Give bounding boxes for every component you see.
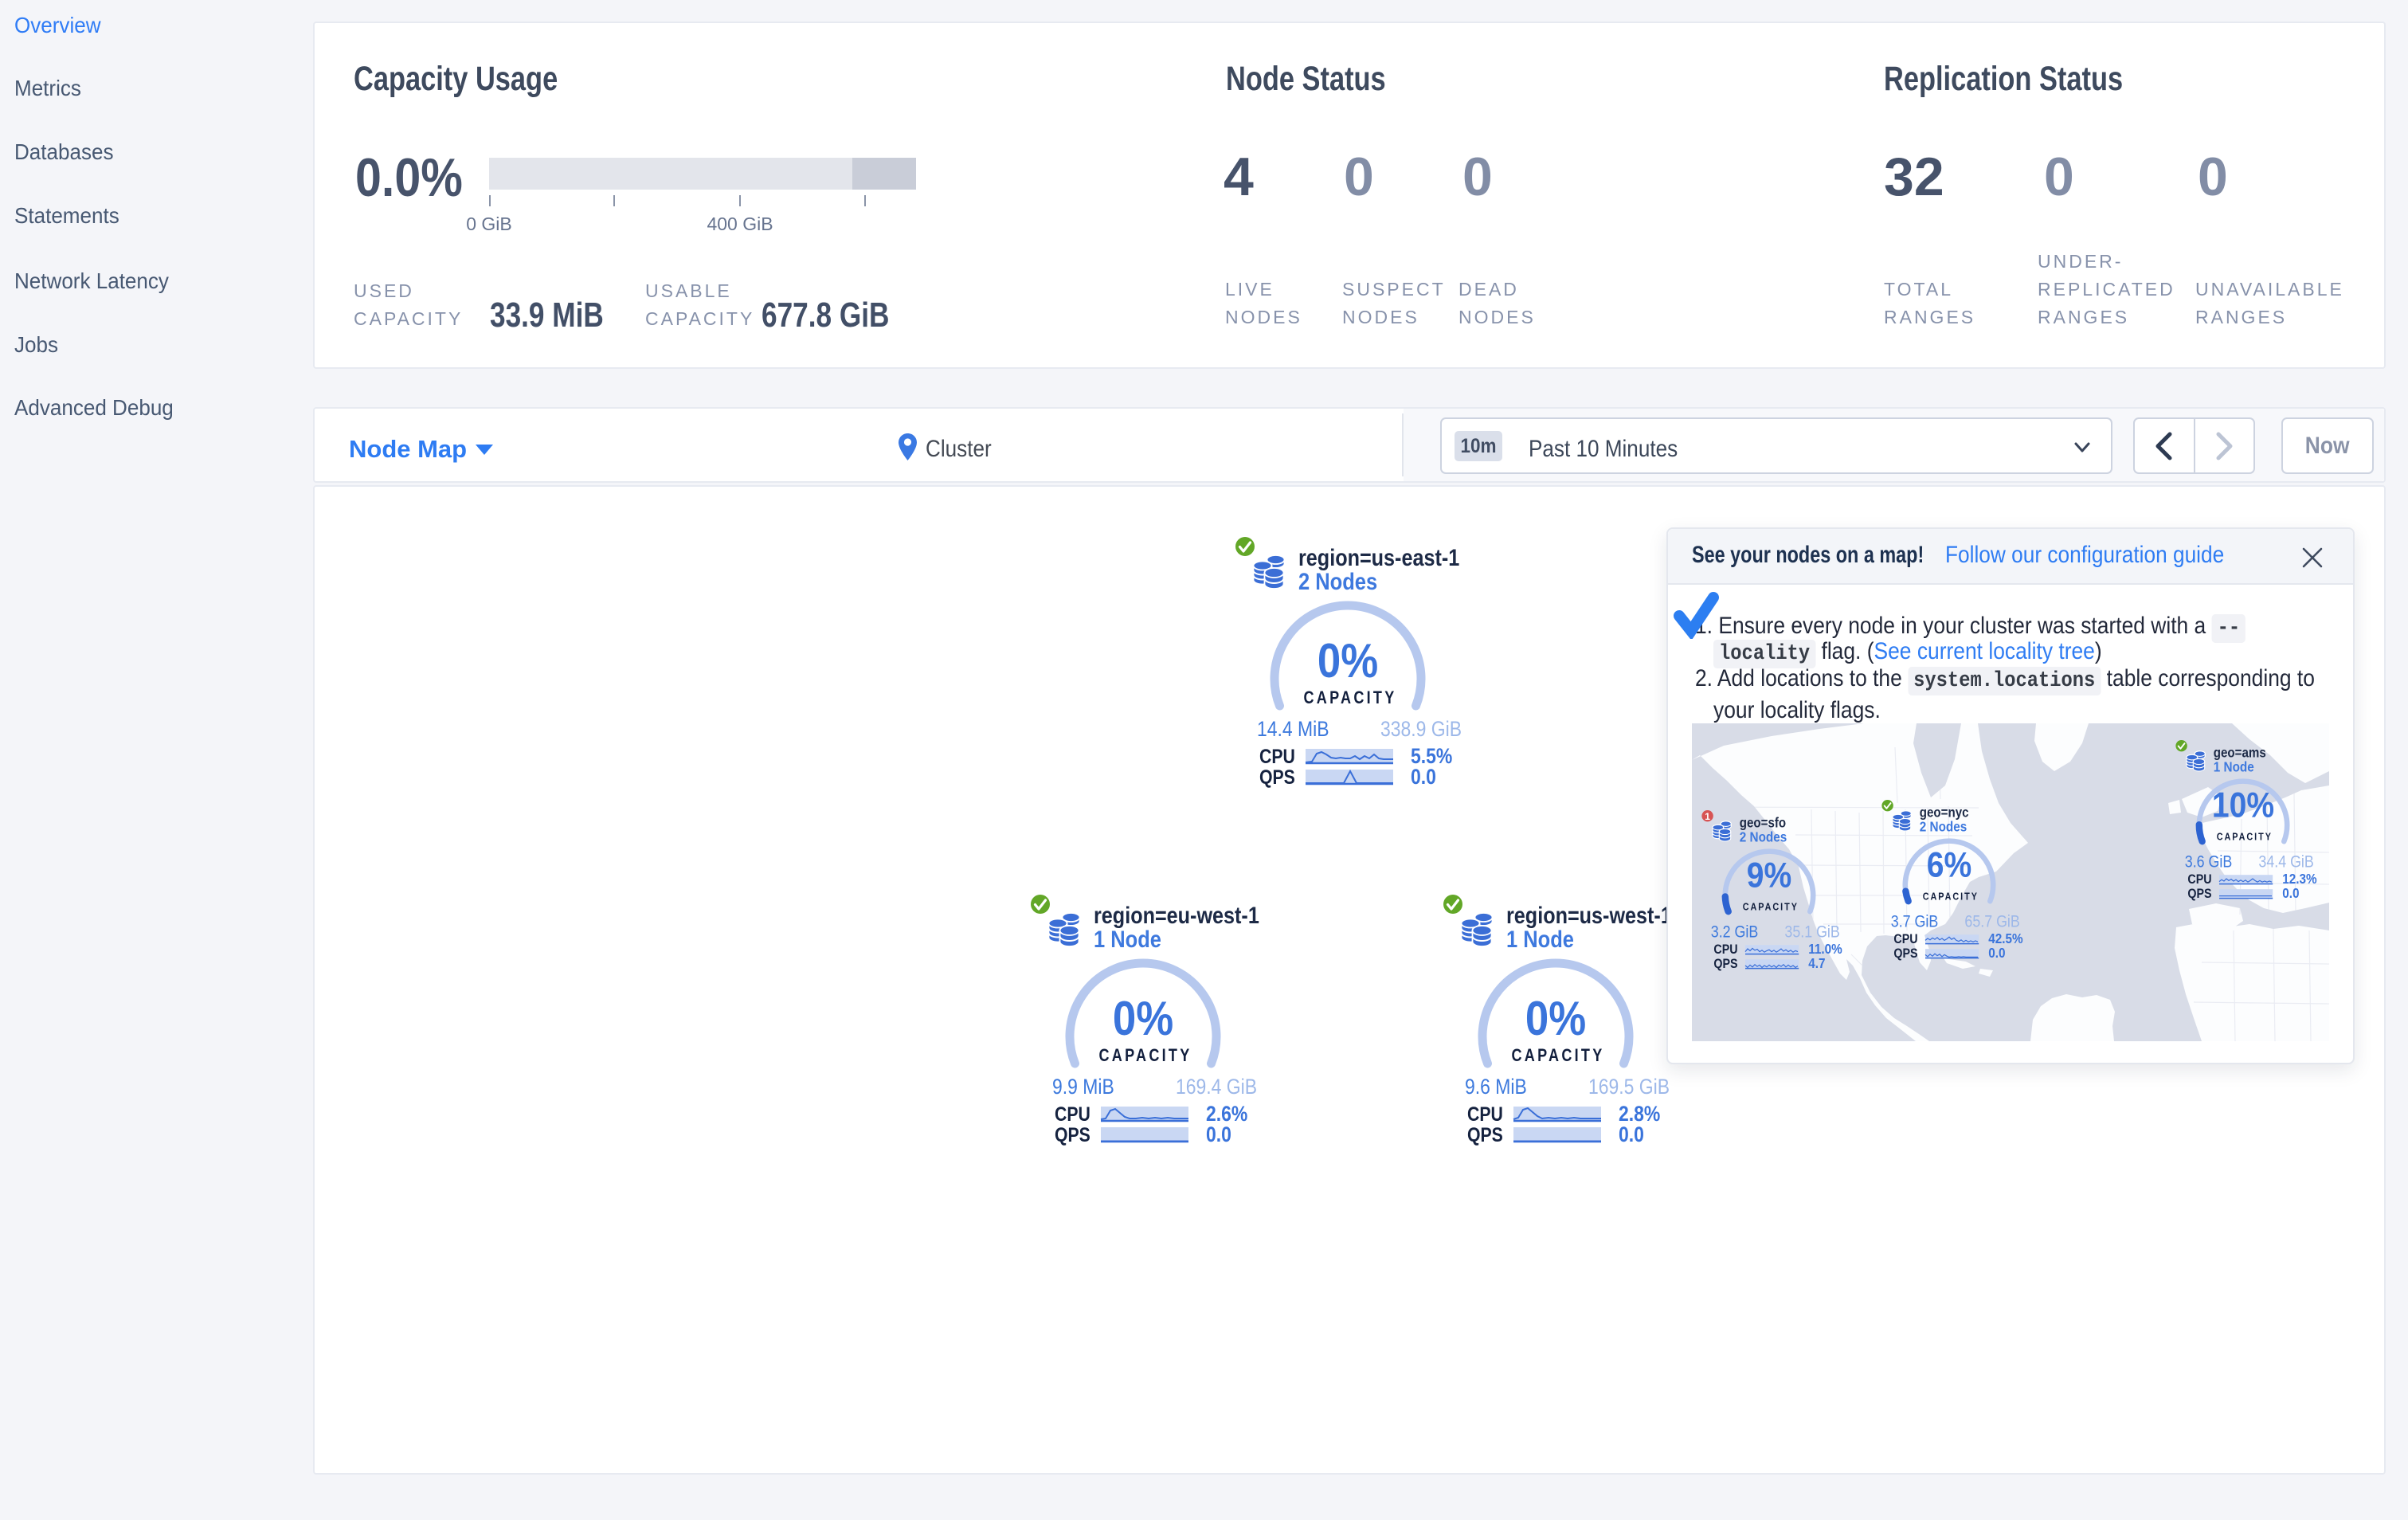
svg-text:QPS: QPS (1713, 957, 1737, 971)
svg-text:9%: 9% (1747, 855, 1791, 895)
svg-text:1 Node: 1 Node (1506, 926, 1574, 952)
svg-text:6%: 6% (1927, 844, 1971, 884)
svg-text:0.0: 0.0 (2282, 885, 2299, 901)
svg-text:CAPACITY: CAPACITY (1303, 688, 1396, 707)
svg-text:1 Node: 1 Node (1094, 926, 1161, 952)
svg-text:12.3%: 12.3% (2282, 871, 2316, 887)
svg-text:2 Nodes: 2 Nodes (1298, 568, 1377, 594)
svg-text:9.6 MiB: 9.6 MiB (1465, 1075, 1527, 1099)
svg-text:3.2 GiB: 3.2 GiB (1711, 923, 1758, 942)
svg-text:CPU: CPU (2187, 872, 2211, 887)
svg-text:QPS: QPS (1893, 946, 1917, 961)
svg-text:geo=ams: geo=ams (2214, 744, 2266, 761)
svg-text:CPU: CPU (1055, 1103, 1090, 1125)
svg-text:35.1 GiB: 35.1 GiB (1784, 923, 1839, 942)
svg-text:1 Node: 1 Node (2214, 758, 2254, 774)
svg-text:0%: 0% (1318, 634, 1378, 688)
svg-text:QPS: QPS (1467, 1123, 1503, 1146)
svg-text:169.5 GiB: 169.5 GiB (1588, 1075, 1670, 1099)
svg-text:2 Nodes: 2 Nodes (1920, 818, 1967, 834)
svg-text:CPU: CPU (1467, 1103, 1503, 1125)
svg-text:CPU: CPU (1893, 932, 1917, 946)
svg-text:338.9 GiB: 338.9 GiB (1380, 717, 1462, 741)
svg-text:65.7 GiB: 65.7 GiB (1964, 912, 2019, 931)
svg-text:9.9 MiB: 9.9 MiB (1052, 1075, 1114, 1099)
svg-text:1: 1 (1705, 811, 1710, 822)
svg-text:CPU: CPU (1259, 745, 1295, 767)
svg-text:0.0: 0.0 (1206, 1122, 1231, 1146)
svg-text:QPS: QPS (2187, 887, 2211, 901)
svg-text:169.4 GiB: 169.4 GiB (1176, 1075, 1257, 1099)
svg-text:0.0: 0.0 (1619, 1122, 1644, 1146)
svg-text:11.0%: 11.0% (1808, 941, 1842, 957)
svg-text:0.0: 0.0 (1988, 945, 2005, 961)
svg-text:CPU: CPU (1713, 942, 1737, 957)
svg-text:34.4 GiB: 34.4 GiB (2258, 852, 2313, 872)
svg-text:region=eu-west-1: region=eu-west-1 (1094, 902, 1259, 929)
svg-text:14.4 MiB: 14.4 MiB (1257, 717, 1329, 741)
svg-text:2.8%: 2.8% (1619, 1102, 1660, 1126)
svg-text:CAPACITY: CAPACITY (1098, 1046, 1192, 1065)
svg-text:0%: 0% (1525, 992, 1586, 1045)
svg-text:0%: 0% (1113, 992, 1173, 1045)
svg-text:QPS: QPS (1055, 1123, 1090, 1146)
svg-text:geo=nyc: geo=nyc (1920, 804, 1969, 821)
svg-text:region=us-east-1: region=us-east-1 (1298, 544, 1459, 571)
svg-text:42.5%: 42.5% (1988, 930, 2022, 946)
svg-text:2.6%: 2.6% (1206, 1102, 1247, 1126)
svg-text:4.7: 4.7 (1808, 955, 1825, 971)
svg-text:2 Nodes: 2 Nodes (1740, 829, 1787, 844)
svg-text:3.7 GiB: 3.7 GiB (1891, 912, 1938, 931)
svg-text:CAPACITY: CAPACITY (1923, 890, 1979, 902)
svg-text:region=us-west-1: region=us-west-1 (1506, 902, 1672, 929)
svg-text:geo=sfo: geo=sfo (1740, 814, 1786, 831)
svg-text:5.5%: 5.5% (1411, 744, 1452, 768)
svg-text:CAPACITY: CAPACITY (1511, 1046, 1604, 1065)
svg-text:10%: 10% (2212, 785, 2274, 825)
svg-text:3.6 GiB: 3.6 GiB (2185, 852, 2232, 872)
svg-text:CAPACITY: CAPACITY (2217, 830, 2273, 842)
svg-text:0.0: 0.0 (1411, 765, 1436, 789)
svg-text:CAPACITY: CAPACITY (1743, 900, 1799, 912)
svg-text:QPS: QPS (1259, 766, 1295, 788)
